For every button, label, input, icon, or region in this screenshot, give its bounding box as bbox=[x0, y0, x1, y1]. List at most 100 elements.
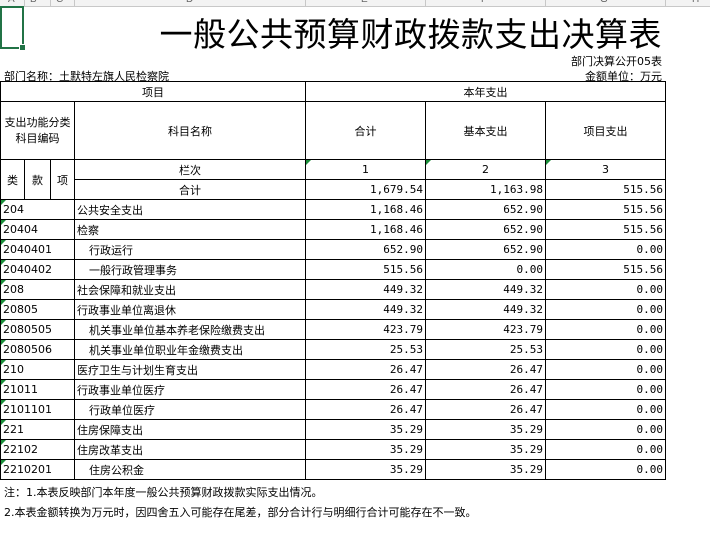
column-letter[interactable]: H bbox=[692, 0, 699, 5]
header-lanci[interactable]: 栏次 bbox=[74, 159, 306, 180]
summary-total[interactable]: 1,679.54 bbox=[305, 179, 426, 200]
row-subject-name[interactable]: 行政事业单位医疗 bbox=[74, 379, 306, 400]
row-total[interactable]: 449.32 bbox=[305, 299, 426, 320]
header-year-group[interactable]: 本年支出 bbox=[305, 81, 666, 102]
column-letter[interactable]: A bbox=[8, 0, 15, 5]
row-total[interactable]: 26.47 bbox=[305, 379, 426, 400]
row-project[interactable]: 0.00 bbox=[545, 319, 666, 340]
row-total[interactable]: 423.79 bbox=[305, 319, 426, 340]
row-total[interactable]: 449.32 bbox=[305, 279, 426, 300]
row-code[interactable]: 2080505 bbox=[0, 319, 75, 340]
row-basic[interactable]: 26.47 bbox=[425, 359, 546, 380]
row-total[interactable]: 26.47 bbox=[305, 399, 426, 420]
row-total[interactable]: 35.29 bbox=[305, 419, 426, 440]
row-total[interactable]: 25.53 bbox=[305, 339, 426, 360]
header-col-1[interactable]: 1 bbox=[305, 159, 426, 180]
row-subject-name[interactable]: 机关事业单位基本养老保险缴费支出 bbox=[74, 319, 306, 340]
row-project[interactable]: 0.00 bbox=[545, 279, 666, 300]
row-code[interactable]: 2040401 bbox=[0, 239, 75, 260]
header-basic[interactable]: 基本支出 bbox=[425, 101, 546, 160]
column-letter[interactable]: D bbox=[186, 0, 193, 5]
header-col-3[interactable]: 3 bbox=[545, 159, 666, 180]
summary-label[interactable]: 合计 bbox=[74, 179, 306, 200]
row-basic[interactable]: 35.29 bbox=[425, 439, 546, 460]
table-row: 20404 检察 1,168.46 652.90 515.56 bbox=[0, 219, 666, 240]
row-subject-name[interactable]: 医疗卫生与计划生育支出 bbox=[74, 359, 306, 380]
row-code[interactable]: 21011 bbox=[0, 379, 75, 400]
row-total[interactable]: 1,168.46 bbox=[305, 199, 426, 220]
row-code[interactable]: 2080506 bbox=[0, 339, 75, 360]
row-subject-name[interactable]: 一般行政管理事务 bbox=[74, 259, 306, 280]
row-subject-name[interactable]: 住房保障支出 bbox=[74, 419, 306, 440]
header-xiang[interactable]: 项 bbox=[50, 159, 75, 200]
row-code[interactable]: 2210201 bbox=[0, 459, 75, 480]
column-letter[interactable]: G bbox=[600, 0, 608, 5]
row-project[interactable]: 0.00 bbox=[545, 459, 666, 480]
row-total[interactable]: 1,168.46 bbox=[305, 219, 426, 240]
summary-basic[interactable]: 1,163.98 bbox=[425, 179, 546, 200]
row-total[interactable]: 652.90 bbox=[305, 239, 426, 260]
row-subject-name[interactable]: 检察 bbox=[74, 219, 306, 240]
header-kuan[interactable]: 款 bbox=[24, 159, 51, 200]
column-letter[interactable]: C bbox=[56, 0, 63, 5]
row-project[interactable]: 0.00 bbox=[545, 359, 666, 380]
row-project[interactable]: 515.56 bbox=[545, 199, 666, 220]
row-total[interactable]: 515.56 bbox=[305, 259, 426, 280]
row-basic[interactable]: 652.90 bbox=[425, 219, 546, 240]
row-project[interactable]: 0.00 bbox=[545, 439, 666, 460]
row-basic[interactable]: 26.47 bbox=[425, 399, 546, 420]
row-subject-name[interactable]: 行政事业单位离退休 bbox=[74, 299, 306, 320]
row-subject-name[interactable]: 住房公积金 bbox=[74, 459, 306, 480]
selected-cell-cursor[interactable] bbox=[0, 6, 26, 51]
report-title: 一般公共预算财政拨款支出决算表 bbox=[159, 15, 662, 54]
row-subject-name[interactable]: 住房改革支出 bbox=[74, 439, 306, 460]
row-total[interactable]: 35.29 bbox=[305, 459, 426, 480]
column-letter[interactable]: E bbox=[361, 0, 368, 5]
row-subject-name[interactable]: 社会保障和就业支出 bbox=[74, 279, 306, 300]
row-code[interactable]: 2101101 bbox=[0, 399, 75, 420]
row-project[interactable]: 0.00 bbox=[545, 299, 666, 320]
header-project[interactable]: 项目支出 bbox=[545, 101, 666, 160]
header-func-code[interactable]: 支出功能分类科目编码 bbox=[0, 101, 75, 160]
row-project[interactable]: 0.00 bbox=[545, 379, 666, 400]
row-code[interactable]: 2040402 bbox=[0, 259, 75, 280]
row-project[interactable]: 515.56 bbox=[545, 259, 666, 280]
row-code[interactable]: 208 bbox=[0, 279, 75, 300]
header-subject-name[interactable]: 科目名称 bbox=[74, 101, 306, 160]
row-code[interactable]: 204 bbox=[0, 199, 75, 220]
row-project[interactable]: 0.00 bbox=[545, 339, 666, 360]
row-project[interactable]: 0.00 bbox=[545, 399, 666, 420]
header-item-group[interactable]: 项目 bbox=[0, 81, 306, 102]
row-basic[interactable]: 35.29 bbox=[425, 419, 546, 440]
row-subject-name[interactable]: 行政运行 bbox=[74, 239, 306, 260]
row-total[interactable]: 26.47 bbox=[305, 359, 426, 380]
row-basic[interactable]: 449.32 bbox=[425, 279, 546, 300]
row-subject-name[interactable]: 公共安全支出 bbox=[74, 199, 306, 220]
row-code[interactable]: 210 bbox=[0, 359, 75, 380]
row-project[interactable]: 515.56 bbox=[545, 219, 666, 240]
row-basic[interactable]: 35.29 bbox=[425, 459, 546, 480]
row-basic[interactable]: 449.32 bbox=[425, 299, 546, 320]
summary-project[interactable]: 515.56 bbox=[545, 179, 666, 200]
row-project[interactable]: 0.00 bbox=[545, 239, 666, 260]
row-subject-name[interactable]: 机关事业单位职业年金缴费支出 bbox=[74, 339, 306, 360]
row-basic[interactable]: 25.53 bbox=[425, 339, 546, 360]
row-code[interactable]: 20805 bbox=[0, 299, 75, 320]
row-code[interactable]: 20404 bbox=[0, 219, 75, 240]
column-letter[interactable]: F bbox=[481, 0, 487, 5]
row-subject-name[interactable]: 行政单位医疗 bbox=[74, 399, 306, 420]
header-lei[interactable]: 类 bbox=[0, 159, 25, 200]
row-code[interactable]: 22102 bbox=[0, 439, 75, 460]
row-basic[interactable]: 0.00 bbox=[425, 259, 546, 280]
row-code[interactable]: 221 bbox=[0, 419, 75, 440]
row-basic[interactable]: 26.47 bbox=[425, 379, 546, 400]
row-basic[interactable]: 652.90 bbox=[425, 239, 546, 260]
form-number: 部门决算公开05表 bbox=[571, 55, 662, 68]
row-basic[interactable]: 652.90 bbox=[425, 199, 546, 220]
header-col-2[interactable]: 2 bbox=[425, 159, 546, 180]
header-total[interactable]: 合计 bbox=[305, 101, 426, 160]
row-project[interactable]: 0.00 bbox=[545, 419, 666, 440]
row-total[interactable]: 35.29 bbox=[305, 439, 426, 460]
row-basic[interactable]: 423.79 bbox=[425, 319, 546, 340]
column-letter[interactable]: B bbox=[30, 0, 37, 5]
